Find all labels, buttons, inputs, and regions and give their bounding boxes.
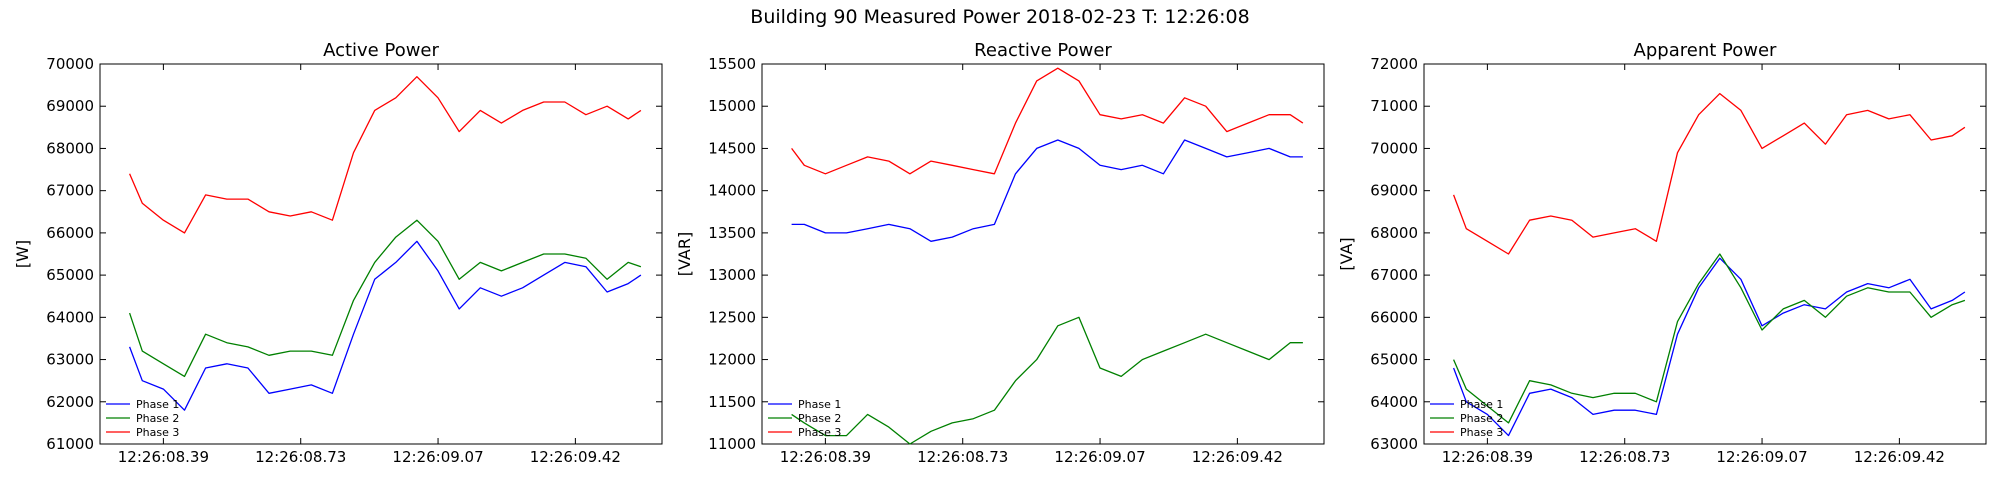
y-tick-label: 15500 [708,55,756,73]
legend-label: Phase 3 [798,426,841,439]
plot-area [761,63,1325,445]
series-line-phase-1 [128,240,642,411]
legend-label: Phase 2 [1460,412,1503,425]
x-tick-label: 12:26:09.07 [1054,448,1145,466]
y-axis-label: [VAR] [675,232,694,276]
y-tick-label: 65000 [1370,351,1418,369]
y-tick-label: 14500 [708,139,756,157]
y-tick-label: 68000 [46,139,94,157]
chart-title: Reactive Power [974,40,1112,61]
x-tick-label: 12:26:09.07 [1716,448,1807,466]
x-tick-label: 12:26:08.73 [1579,448,1670,466]
y-tick-label: 11500 [708,393,756,411]
series-line-phase-3 [129,76,642,234]
series-line-phase-1 [791,139,1303,242]
y-tick-label: 67000 [46,182,94,200]
chart-panel-1: Active Power [W] 61000 62000 63000 64000 65000… [13,40,663,466]
y-tick-label: 13500 [708,224,756,242]
legend-label: Phase 1 [1460,398,1503,411]
x-tick-label: 12:26:09.42 [1854,448,1945,466]
series-line-phase-3 [1452,92,1966,255]
y-axis-label: [W] [13,240,32,268]
y-tick-label: 61000 [46,435,94,453]
y-tick-label: 68000 [1370,224,1418,242]
chart-panel-3: Apparent Power [VA] 63000 64000 65000 66000 67… [1337,40,1987,466]
series-line-phase-2 [128,219,642,378]
chart-title: Apparent Power [1634,40,1777,61]
y-tick-label: 70000 [46,55,94,73]
chart-title: Active Power [323,40,439,61]
y-tick-label: 67000 [1370,266,1418,284]
y-tick-label: 11000 [708,435,756,453]
y-tick-label: 66000 [1370,308,1418,326]
legend-label: Phase 1 [798,398,841,411]
y-tick-label: 63000 [46,351,94,369]
y-tick-label: 12000 [708,351,756,369]
x-tick-label: 12:26:09.07 [392,448,483,466]
legend-label: Phase 3 [1460,426,1503,439]
y-tick-label: 14000 [708,182,756,200]
plot-area [1423,63,1987,445]
chart-panel-2: Reactive Power [VAR] 11000 11500 12000 12500 1… [675,40,1325,466]
y-tick-label: 64000 [1370,393,1418,411]
y-tick-label: 69000 [1370,182,1418,200]
y-tick-label: 62000 [46,393,94,411]
y-tick-label: 12500 [708,308,756,326]
series-line-phase-2 [791,316,1303,445]
y-tick-label: 15000 [708,97,756,115]
x-tick-label: 12:26:08.39 [780,448,871,466]
x-tick-label: 12:26:09.42 [1192,448,1283,466]
y-tick-label: 66000 [46,224,94,242]
y-tick-label: 64000 [46,308,94,326]
series-line-phase-1 [1452,257,1966,437]
y-tick-label: 63000 [1370,435,1418,453]
legend-label: Phase 2 [798,412,841,425]
x-tick-label: 12:26:09.42 [530,448,621,466]
y-tick-label: 71000 [1370,97,1418,115]
y-tick-label: 65000 [46,266,94,284]
x-tick-label: 12:26:08.73 [255,448,346,466]
legend-label: Phase 3 [136,426,179,439]
x-tick-label: 12:26:08.39 [1442,448,1533,466]
series-line-phase-2 [1453,253,1966,424]
y-axis-label: [VA] [1337,237,1356,270]
series-line-phase-3 [791,67,1304,175]
legend-label: Phase 1 [136,398,179,411]
y-tick-label: 69000 [46,97,94,115]
y-tick-label: 13000 [708,266,756,284]
figure-title: Building 90 Measured Power 2018-02-23 T:… [750,6,1250,28]
x-tick-label: 12:26:08.73 [917,448,1008,466]
y-tick-label: 70000 [1370,139,1418,157]
y-tick-label: 72000 [1370,55,1418,73]
x-tick-label: 12:26:08.39 [118,448,209,466]
legend-label: Phase 2 [136,412,179,425]
